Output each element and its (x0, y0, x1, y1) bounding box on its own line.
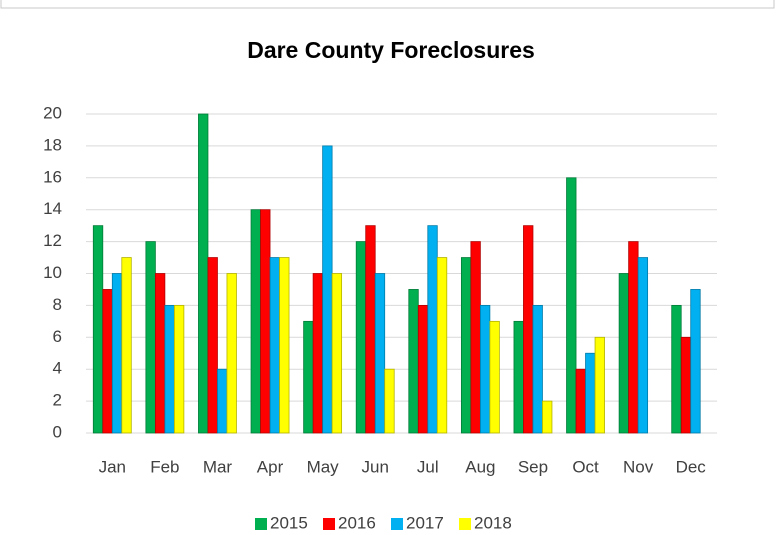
bar (303, 320, 314, 434)
x-tick-label: Aug (465, 457, 495, 476)
bar (355, 241, 367, 434)
bar (532, 304, 543, 434)
bar (164, 304, 175, 434)
bar (585, 352, 596, 434)
x-tick-label: May (307, 457, 340, 476)
x-tick-label: Jun (361, 457, 388, 476)
bar (173, 304, 185, 434)
bar (575, 368, 586, 434)
y-tick-label: 18 (43, 135, 62, 154)
bar (513, 320, 524, 434)
frame (0, 0, 775, 9)
x-tick-label: Nov (623, 457, 654, 476)
y-tick-label: 2 (53, 391, 62, 410)
legend-swatch (323, 518, 335, 530)
bar (217, 368, 228, 434)
chart-title: Dare County Foreclosures (247, 37, 535, 63)
bar (226, 273, 237, 434)
bar (408, 289, 419, 434)
x-tick-label: Jan (99, 457, 126, 476)
x-tick-label: Mar (203, 457, 233, 476)
y-tick-label: 14 (43, 199, 62, 218)
bar (154, 273, 166, 434)
bar (331, 273, 343, 434)
bar (618, 273, 630, 434)
legend-label: 2018 (474, 513, 512, 532)
bar (680, 336, 692, 434)
legend-swatch (391, 518, 403, 530)
bar (279, 257, 290, 434)
bar (470, 241, 481, 434)
bar (121, 257, 132, 434)
bar (417, 304, 429, 434)
y-tick-label: 8 (53, 295, 62, 314)
bar (542, 400, 553, 434)
bar (111, 273, 123, 434)
bar (102, 289, 113, 434)
bar (479, 304, 491, 434)
legend-label: 2016 (338, 513, 376, 532)
bar (92, 225, 104, 434)
y-tick-label: 12 (43, 231, 62, 250)
bar (207, 257, 218, 434)
bar (523, 225, 534, 434)
bar (145, 241, 156, 434)
bar (489, 320, 500, 434)
legend-swatch (255, 518, 267, 530)
x-tick-label: Oct (572, 457, 599, 476)
y-tick-label: 0 (53, 422, 62, 441)
bar (384, 368, 395, 434)
x-tick-label: Jul (417, 457, 439, 476)
bar (198, 113, 209, 434)
bar (269, 257, 280, 434)
bar (312, 273, 324, 434)
legend-label: 2017 (406, 513, 444, 532)
x-tick-label: Apr (257, 457, 284, 476)
bar (427, 225, 438, 434)
bar (365, 225, 376, 434)
bar (260, 209, 271, 434)
bar (374, 273, 386, 434)
bar (250, 209, 261, 434)
x-tick-label: Dec (676, 457, 707, 476)
y-tick-label: 4 (53, 359, 62, 378)
bar (690, 289, 701, 434)
bar (637, 257, 649, 434)
bar (566, 177, 577, 434)
y-tick-label: 20 (43, 103, 62, 122)
legend-swatch (459, 518, 471, 530)
x-tick-label: Feb (150, 457, 179, 476)
y-tick-label: 6 (53, 327, 62, 346)
bar (628, 241, 639, 434)
bar (436, 257, 448, 434)
x-tick-label: Sep (518, 457, 548, 476)
bar (671, 304, 682, 434)
bar (460, 257, 472, 434)
y-tick-label: 10 (43, 263, 62, 282)
legend-label: 2015 (270, 513, 308, 532)
bar (594, 336, 605, 434)
y-tick-label: 16 (43, 167, 62, 186)
bar (322, 145, 333, 434)
